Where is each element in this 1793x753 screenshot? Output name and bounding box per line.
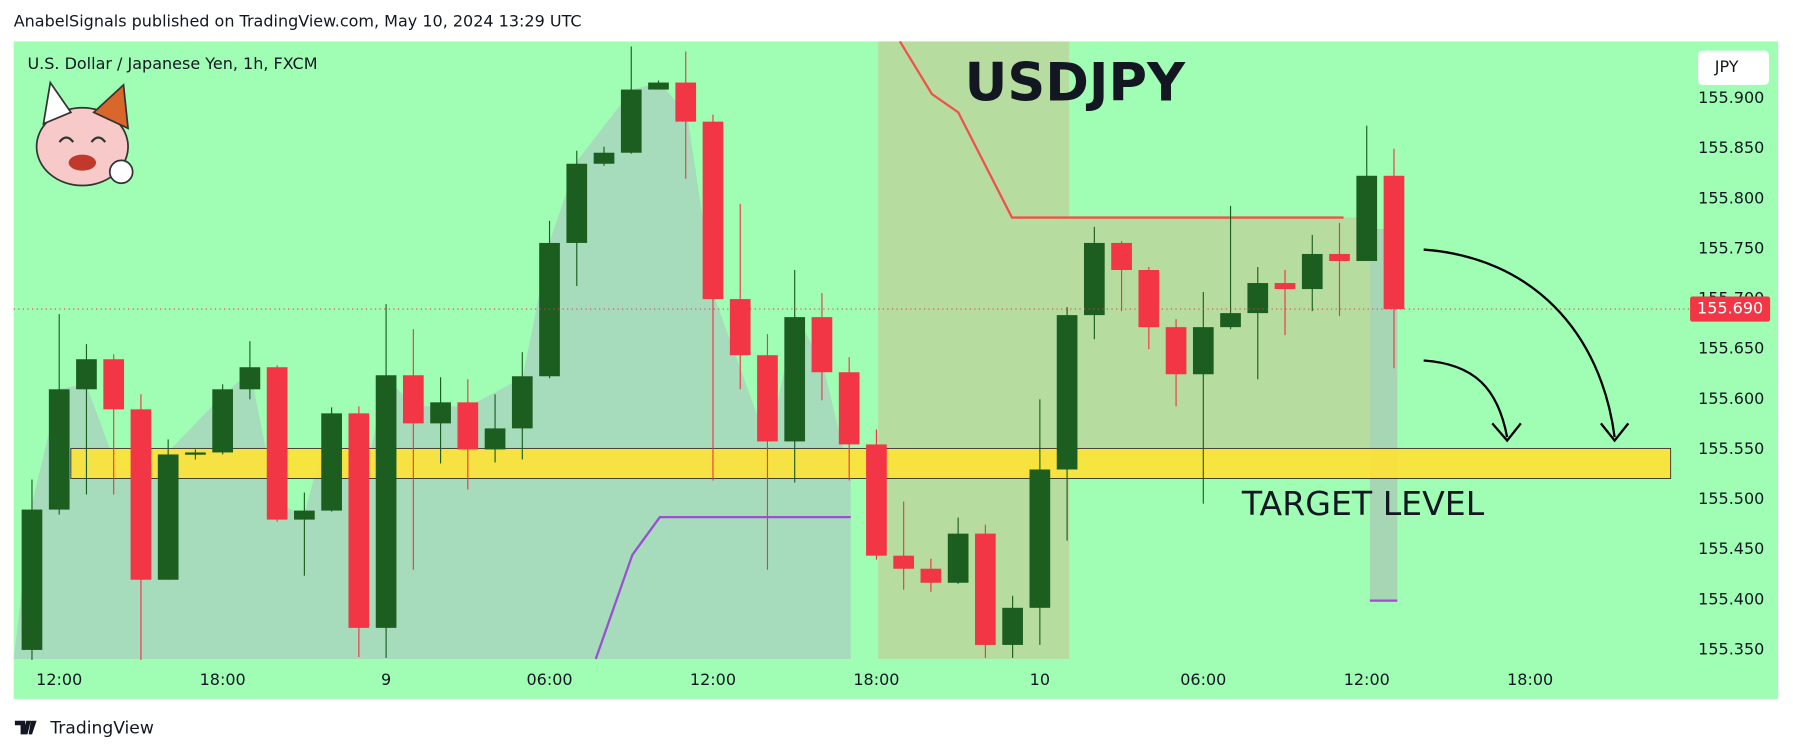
candle-body <box>648 82 669 90</box>
candle-body <box>1056 315 1078 470</box>
candle-body <box>784 317 806 442</box>
y-tick-label: 155.400 <box>1698 589 1764 608</box>
candle-body <box>294 510 315 520</box>
x-tick-label: 06:00 <box>1180 670 1226 689</box>
candle-body <box>130 409 152 580</box>
header: AnabelSignals published on TradingView.c… <box>14 12 582 31</box>
x-tick-label: 06:00 <box>526 670 572 689</box>
candle-body <box>838 372 860 445</box>
y-tick-label: 155.850 <box>1698 138 1764 157</box>
candle-body <box>1192 327 1214 375</box>
x-tick-label: 10 <box>1030 670 1050 689</box>
x-tick-label: 18:00 <box>853 670 899 689</box>
candle-body <box>103 359 125 410</box>
candle-body <box>1247 283 1269 314</box>
candle-body <box>185 452 206 455</box>
candle-body <box>321 413 342 511</box>
y-tick-label: 155.550 <box>1698 439 1764 458</box>
candle-body <box>1329 253 1350 261</box>
candle-body <box>375 375 397 628</box>
mascot <box>35 80 134 187</box>
candle-body <box>675 82 697 122</box>
candle-body <box>1165 327 1187 375</box>
y-tick-label: 155.450 <box>1698 539 1764 558</box>
x-tick-label: 12:00 <box>1344 670 1390 689</box>
candle-body <box>757 355 778 442</box>
x-tick-label: 12:00 <box>36 670 82 689</box>
candle-body <box>157 454 179 580</box>
shaded-area <box>13 82 851 659</box>
footer: TradingView <box>49 719 154 739</box>
candle-body <box>702 121 724 300</box>
candle-body <box>484 428 506 450</box>
candle-body <box>866 444 887 556</box>
candle-body <box>1029 469 1051 608</box>
candle-body <box>1383 175 1405 310</box>
candle-body <box>1083 242 1105 316</box>
arrow <box>1423 359 1509 438</box>
candle-body <box>1111 242 1132 271</box>
currency-button[interactable] <box>1698 50 1769 85</box>
y-tick-label: 155.350 <box>1698 639 1764 658</box>
candle-body <box>620 89 642 153</box>
candle-body <box>511 376 533 429</box>
currency: JPY <box>1714 57 1739 76</box>
candle-body <box>48 389 70 510</box>
y-tick-label: 155.500 <box>1698 489 1764 508</box>
candle-body <box>1274 283 1296 290</box>
chart-title: USDJPY <box>965 53 1186 114</box>
candle-body <box>1220 313 1241 328</box>
arrow-head <box>1599 422 1630 443</box>
candle-body <box>21 509 43 650</box>
candle-body <box>593 152 615 164</box>
candle-body <box>811 317 833 373</box>
candle-body <box>1138 270 1160 328</box>
candle-body <box>402 375 424 424</box>
candle-body <box>566 163 588 243</box>
logo <box>14 720 37 735</box>
x-tick-label: 9 <box>381 670 391 689</box>
resistance-line <box>898 40 1344 219</box>
last-price-label: 155.690 <box>1697 299 1763 318</box>
y-tick-label: 155.650 <box>1698 339 1764 358</box>
x-tick-label: 18:00 <box>1507 670 1553 689</box>
candle-body <box>1301 253 1323 290</box>
arrow-head <box>1491 422 1522 443</box>
last-price-tag <box>1690 296 1771 322</box>
candle-body <box>1356 175 1378 261</box>
candle-body <box>76 359 97 390</box>
candle-body <box>920 568 942 583</box>
symbol-info: U.S. Dollar / Japanese Yen, 1h, FXCM <box>27 54 317 73</box>
y-tick-label: 155.600 <box>1698 389 1764 408</box>
y-tick-label: 155.900 <box>1698 88 1764 107</box>
candle-body <box>239 367 261 390</box>
candle-body <box>348 413 370 628</box>
x-tick-label: 18:00 <box>200 670 246 689</box>
y-tick-label: 155.800 <box>1698 188 1764 207</box>
candle-body <box>729 299 751 356</box>
candle-body <box>1002 607 1023 645</box>
candle-body <box>266 367 288 520</box>
y-tick-label: 155.750 <box>1698 238 1764 257</box>
candle-body <box>457 402 479 450</box>
candle-body <box>975 533 996 645</box>
plot: 155.350 155.400 155.450 155.500 155.550 155.6… <box>13 46 1771 689</box>
support-line <box>594 516 851 660</box>
candle-body <box>212 389 234 453</box>
candle-body <box>893 555 915 569</box>
x-tick-label: 12:00 <box>690 670 736 689</box>
arrow <box>1423 248 1616 438</box>
candle-body <box>947 533 969 583</box>
candle-body <box>430 402 451 424</box>
annotation: TARGET LEVEL <box>1241 484 1485 523</box>
